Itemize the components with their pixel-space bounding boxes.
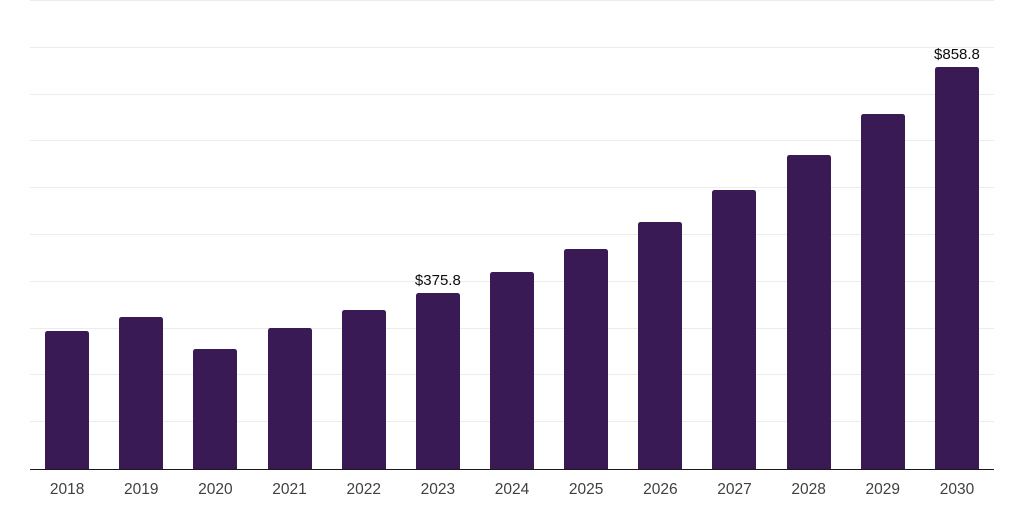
bar-slot	[475, 1, 549, 469]
data-label-2030: $858.8	[934, 46, 980, 64]
bar-2025	[564, 249, 609, 469]
bar-slot	[104, 1, 178, 469]
bar-2029	[860, 114, 905, 469]
gridline	[30, 46, 994, 48]
x-tick-label-2019: 2019	[123, 481, 159, 498]
bar-2018	[45, 330, 90, 469]
bar-slot	[549, 1, 623, 469]
plot-area: $375.8 $858.8	[30, 0, 994, 470]
bar-slot: $375.8	[401, 1, 475, 469]
bar-2023	[415, 293, 460, 469]
bar-slot: $858.8	[920, 1, 994, 469]
x-tick-label-2028: 2028	[791, 481, 826, 498]
x-tick-label-2030: 2030	[939, 481, 975, 498]
x-tick-label-2027: 2027	[717, 481, 752, 498]
x-tick-label-2018: 2018	[49, 481, 85, 498]
bar-2026	[638, 221, 683, 469]
bar-2030	[934, 67, 979, 469]
bar-2020	[193, 349, 238, 469]
bar-slot	[30, 1, 104, 469]
gridline	[30, 140, 994, 142]
gridline	[30, 93, 994, 95]
bar-slot	[178, 1, 252, 469]
bar-2022	[341, 310, 386, 469]
bar-2027	[712, 190, 757, 469]
x-tick-label-2026: 2026	[643, 481, 678, 498]
x-tick-label-2023: 2023	[420, 481, 456, 498]
bar-slot	[772, 1, 846, 469]
data-label-2023: $375.8	[414, 272, 461, 290]
x-tick-label-2025: 2025	[568, 481, 604, 498]
bar-slot	[327, 1, 401, 469]
x-tick-label-2020: 2020	[198, 481, 233, 498]
x-axis-labels: 2018 2019 2020 2021 2022 2023 2024 2025 2026 2027…	[30, 472, 994, 512]
gridline	[30, 234, 994, 235]
x-tick-label-2029: 2029	[865, 481, 901, 498]
x-tick-label-2022: 2022	[346, 481, 381, 498]
x-tick-label-2024: 2024	[494, 481, 530, 498]
gridline	[30, 0, 994, 1]
bar-slot	[846, 1, 920, 469]
bar-slot	[252, 1, 326, 469]
bar-series: $375.8 $858.8	[30, 1, 994, 469]
bar-2028	[786, 154, 831, 469]
bar-slot	[697, 1, 771, 469]
bar-2019	[119, 316, 164, 469]
gridline	[30, 187, 994, 189]
bar-slot	[623, 1, 697, 469]
bar-2021	[267, 328, 312, 469]
x-tick-label-2021: 2021	[272, 481, 307, 498]
bar-2024	[490, 271, 535, 469]
